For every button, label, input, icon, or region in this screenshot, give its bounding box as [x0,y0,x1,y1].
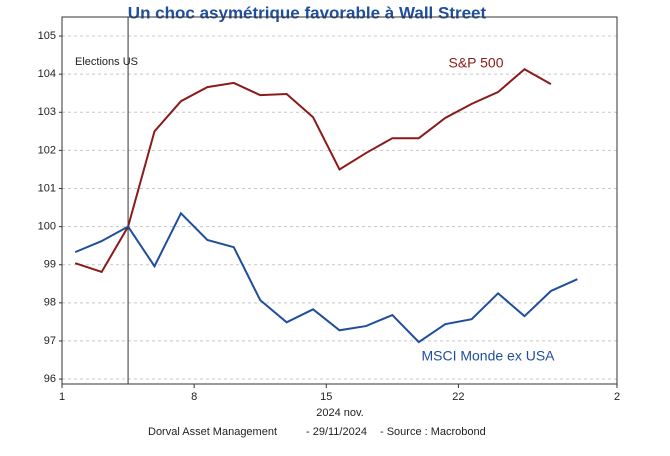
series-line [74,67,552,274]
x-tick-label: 22 [452,391,464,403]
x-tick-label: 8 [191,391,197,403]
y-tick-label: 102 [38,144,56,156]
footer: Dorval Asset Management [148,426,277,438]
series-line [74,211,578,344]
plot-frame [61,16,618,385]
footer: - Source : Macrobond [380,426,486,438]
y-tick-label: 104 [38,68,56,80]
y-tick-label: 103 [38,106,56,118]
x-axis-label: 2024 nov. [316,407,364,419]
y-tick-label: 99 [44,259,56,271]
x-tick-label: 1 [59,391,65,403]
y-tick-label: 98 [44,297,56,309]
footer: - 29/11/2024 [306,426,367,438]
y-tick-label: 101 [38,182,56,194]
x-tick-label: 15 [320,391,332,403]
y-tick-label: 97 [44,335,56,347]
series-label: S&P 500 [448,55,503,71]
y-tick-label: 105 [38,30,56,42]
chart-title: Un choc asymétrique favorable à Wall Str… [128,3,487,22]
annotation-label: Elections US [75,56,138,68]
x-tick-label: 2 [614,391,620,403]
series-label: MSCI Monde ex USA [421,348,555,364]
y-tick-label: 96 [44,373,56,385]
y-tick-label: 100 [38,221,56,233]
